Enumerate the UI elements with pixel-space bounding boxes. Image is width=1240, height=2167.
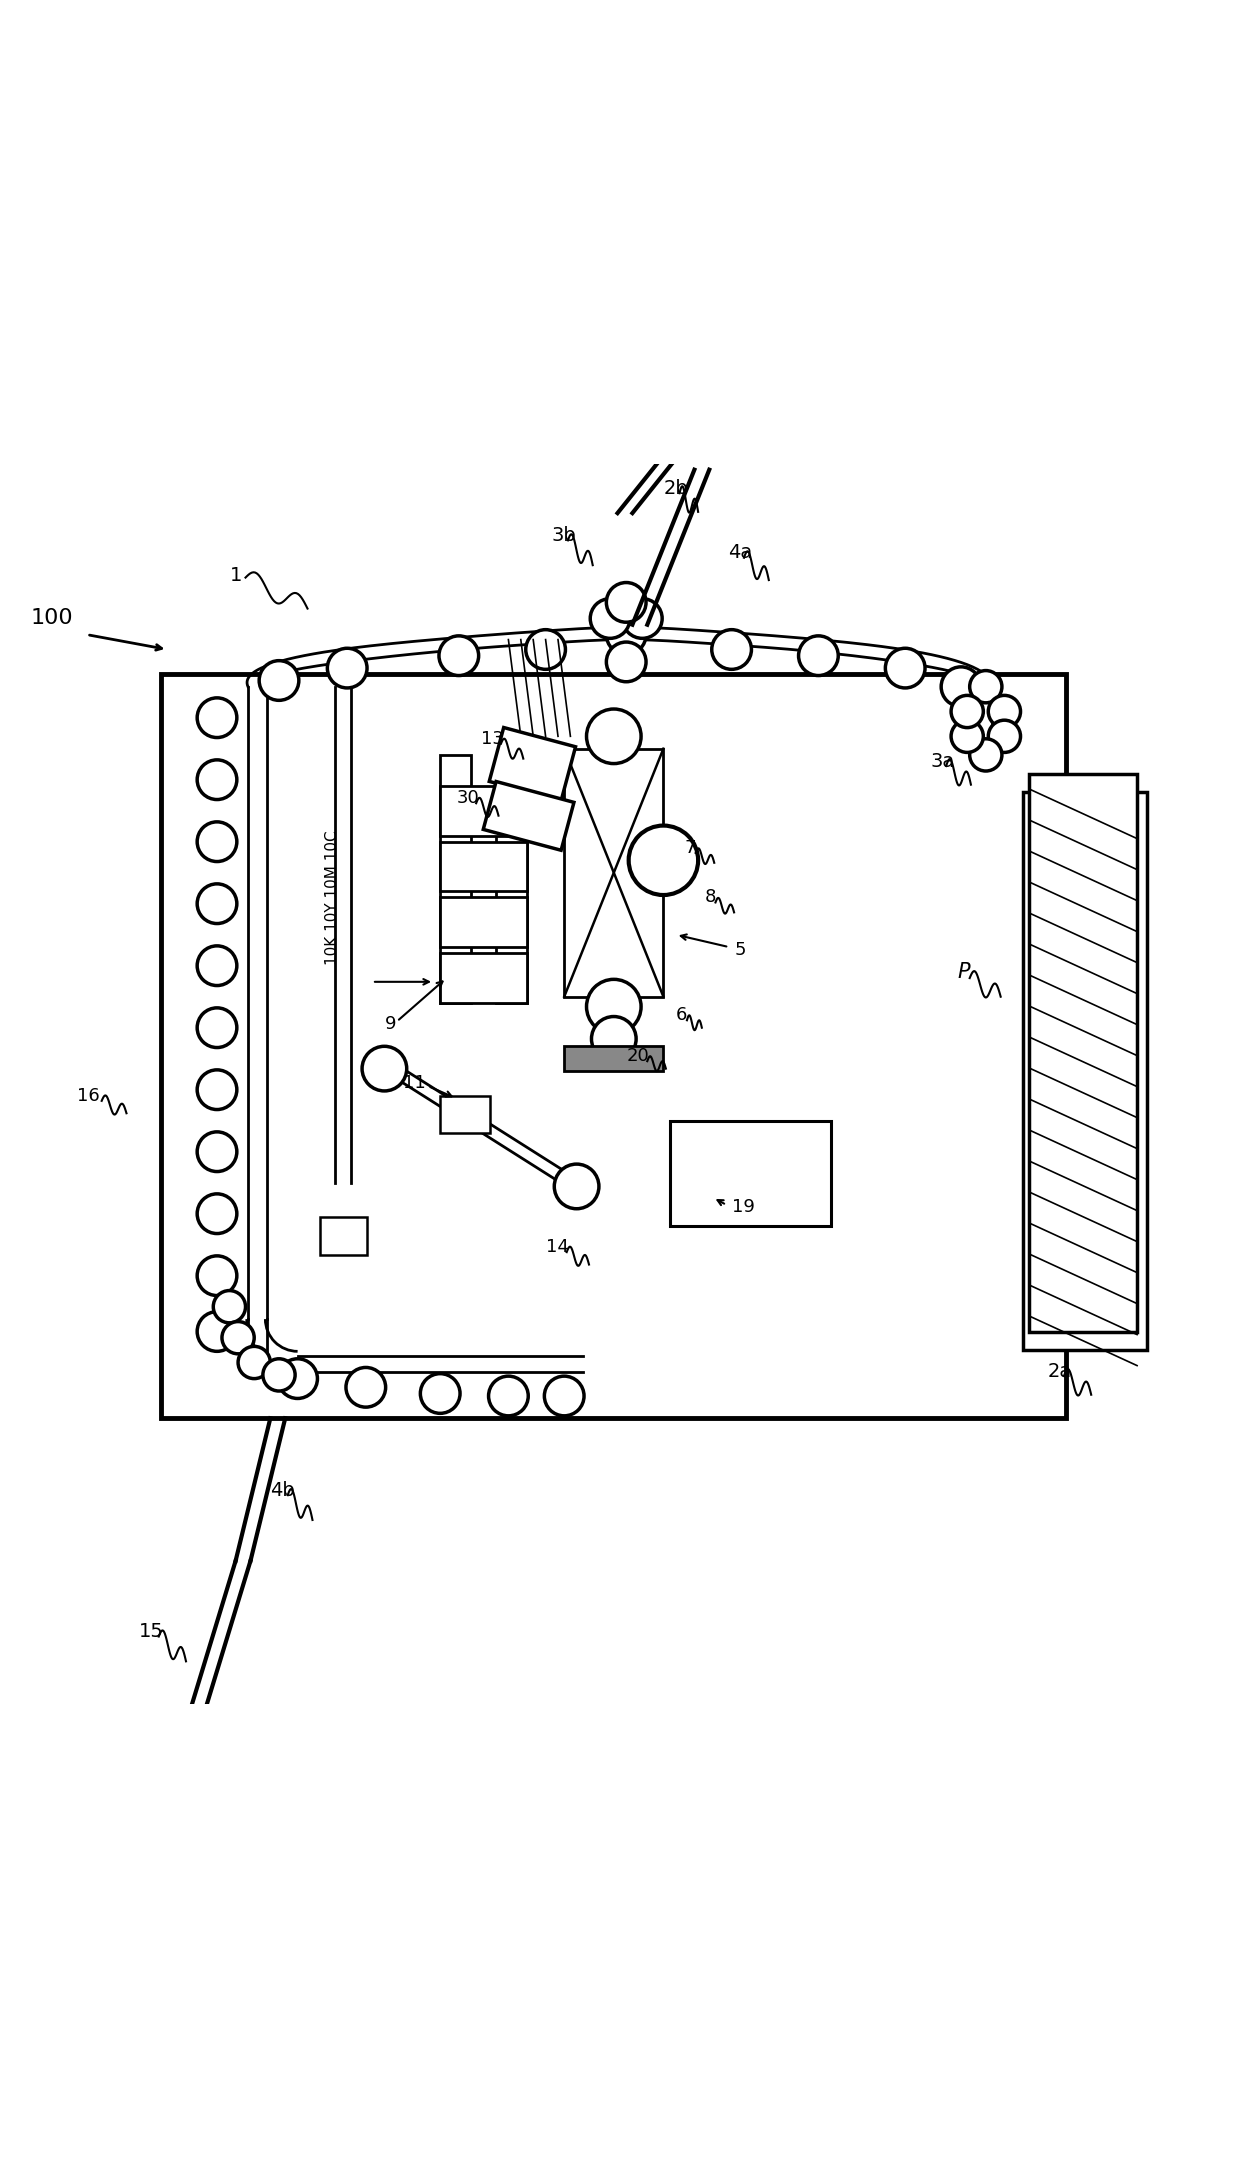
Circle shape <box>970 739 1002 771</box>
Circle shape <box>263 1359 295 1391</box>
Circle shape <box>362 1047 407 1090</box>
Circle shape <box>489 1376 528 1415</box>
Circle shape <box>951 719 983 752</box>
Text: 3a: 3a <box>930 752 955 771</box>
Circle shape <box>941 667 981 706</box>
Circle shape <box>590 598 630 639</box>
Text: 10K 10Y 10M 10C: 10K 10Y 10M 10C <box>325 830 340 964</box>
Text: 19: 19 <box>732 1198 754 1216</box>
Text: 20: 20 <box>626 1047 649 1066</box>
Circle shape <box>951 696 983 728</box>
Bar <box>564 750 663 997</box>
Text: 1: 1 <box>229 566 242 585</box>
Text: 14: 14 <box>546 1237 568 1257</box>
Text: 3b: 3b <box>552 527 577 544</box>
Circle shape <box>544 1376 584 1415</box>
Circle shape <box>197 1008 237 1047</box>
Bar <box>1023 793 1147 1350</box>
Circle shape <box>278 1359 317 1398</box>
Text: 15: 15 <box>139 1623 164 1640</box>
Text: 2a: 2a <box>1048 1361 1073 1380</box>
Text: 8: 8 <box>704 888 715 906</box>
Circle shape <box>197 1194 237 1233</box>
Circle shape <box>970 670 1002 702</box>
Bar <box>440 754 471 1003</box>
Text: 11: 11 <box>403 1075 425 1092</box>
Text: 30: 30 <box>456 789 479 808</box>
Text: 16: 16 <box>77 1088 99 1105</box>
Bar <box>440 1097 490 1133</box>
Circle shape <box>712 631 751 670</box>
Text: P: P <box>957 962 970 982</box>
Circle shape <box>591 1016 636 1062</box>
Bar <box>320 1218 367 1255</box>
Text: 5: 5 <box>734 940 745 958</box>
Bar <box>496 754 527 1003</box>
Circle shape <box>327 648 367 687</box>
Circle shape <box>587 979 641 1034</box>
Circle shape <box>197 945 237 986</box>
Circle shape <box>606 583 646 622</box>
Text: 4b: 4b <box>270 1480 295 1500</box>
Bar <box>440 953 527 1003</box>
Circle shape <box>197 884 237 923</box>
Bar <box>440 897 527 947</box>
Circle shape <box>629 826 698 895</box>
Text: 9: 9 <box>384 1014 396 1034</box>
Bar <box>484 782 574 849</box>
Text: 2b: 2b <box>663 479 688 498</box>
Circle shape <box>606 615 646 654</box>
Circle shape <box>197 1070 237 1110</box>
Circle shape <box>988 719 1021 752</box>
Circle shape <box>238 1346 270 1378</box>
Bar <box>440 841 527 891</box>
Circle shape <box>587 709 641 763</box>
Text: 100: 100 <box>31 609 73 628</box>
Circle shape <box>197 1311 237 1352</box>
Bar <box>161 674 1066 1417</box>
Text: 13: 13 <box>481 730 503 748</box>
Circle shape <box>606 641 646 683</box>
Circle shape <box>420 1374 460 1413</box>
Circle shape <box>222 1322 254 1354</box>
Circle shape <box>554 1164 599 1209</box>
Circle shape <box>197 698 237 737</box>
Text: 7: 7 <box>684 839 696 856</box>
Circle shape <box>259 661 299 700</box>
Circle shape <box>197 821 237 862</box>
Bar <box>670 1120 831 1227</box>
Bar <box>440 787 527 836</box>
Circle shape <box>197 761 237 800</box>
Circle shape <box>988 696 1021 728</box>
Circle shape <box>346 1367 386 1406</box>
Circle shape <box>622 598 662 639</box>
Text: 4a: 4a <box>728 544 753 561</box>
Text: 6: 6 <box>676 1005 687 1025</box>
Circle shape <box>197 1131 237 1172</box>
Circle shape <box>439 635 479 676</box>
Bar <box>490 728 575 800</box>
Polygon shape <box>1029 774 1137 1331</box>
Circle shape <box>526 631 565 670</box>
Circle shape <box>213 1292 246 1322</box>
Circle shape <box>197 1257 237 1296</box>
Bar <box>564 1047 663 1070</box>
Circle shape <box>799 635 838 676</box>
Circle shape <box>885 648 925 687</box>
